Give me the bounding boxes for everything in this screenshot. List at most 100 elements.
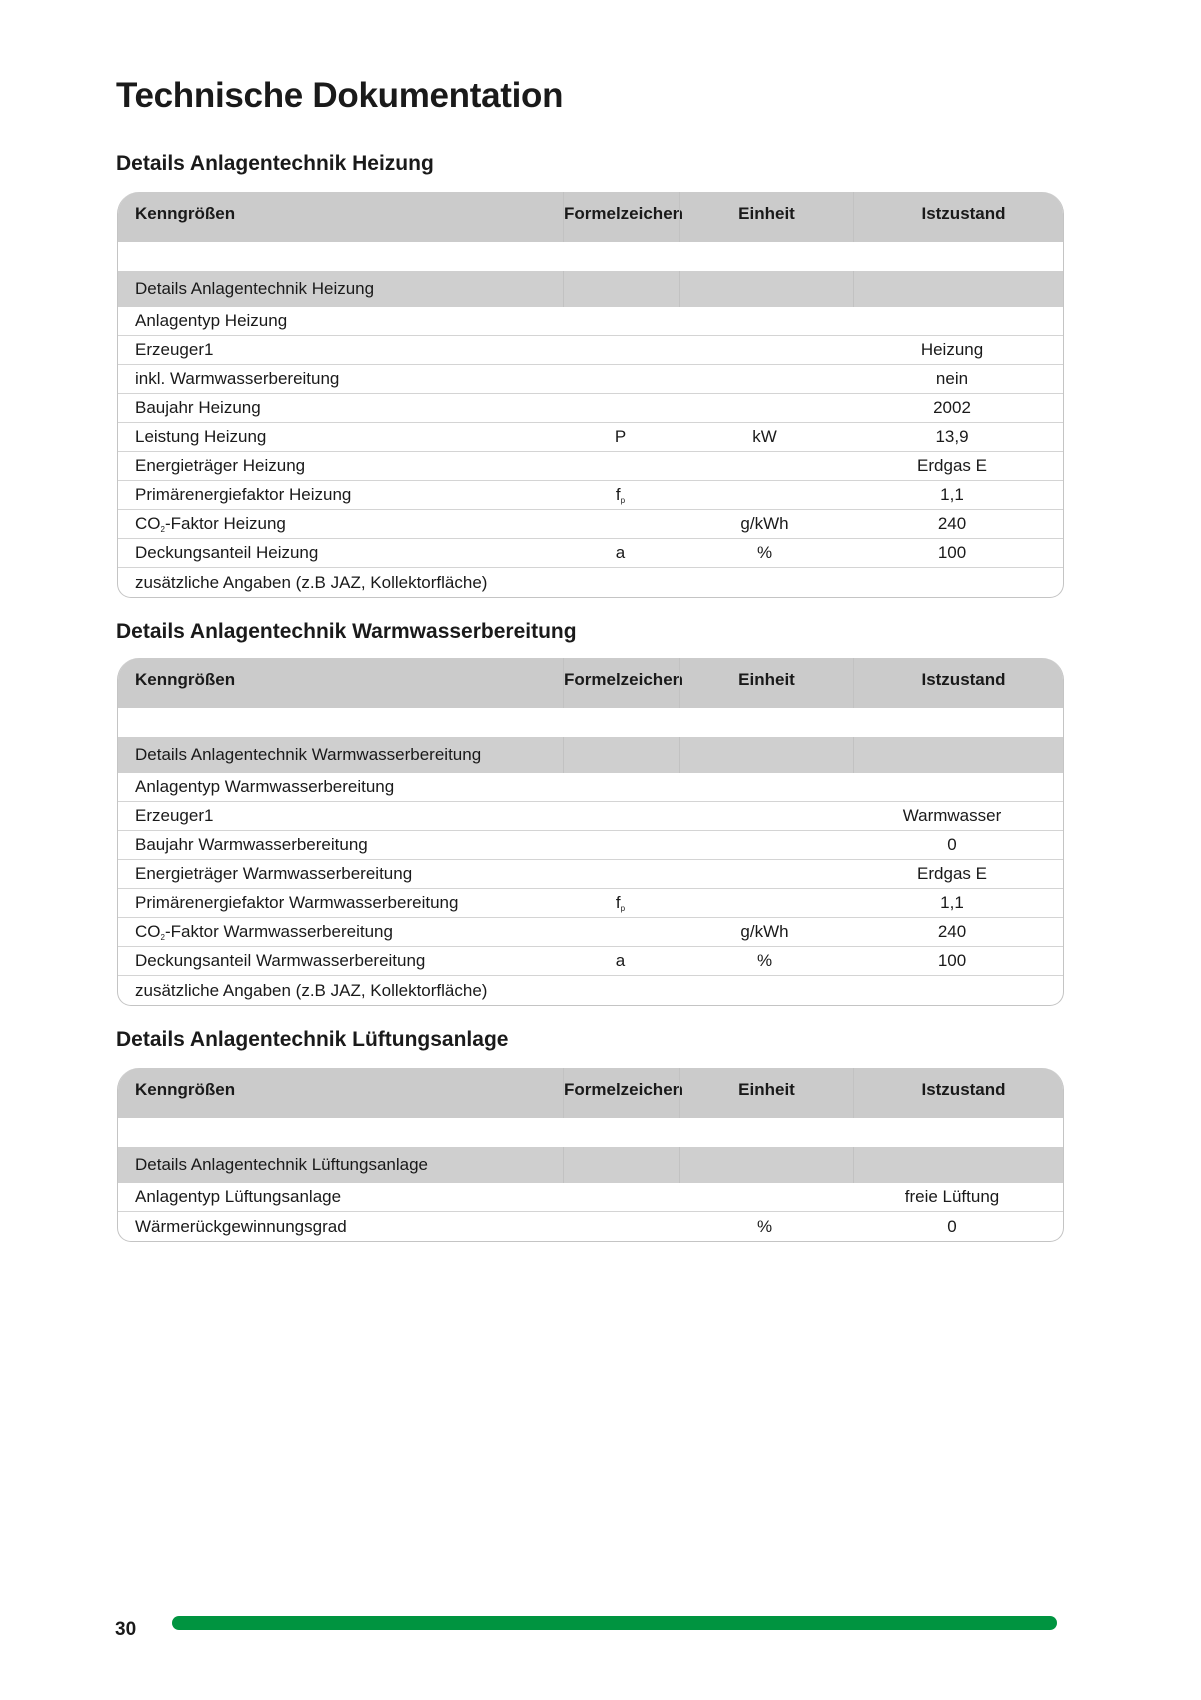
formula-symbol: f (615, 485, 621, 504)
table-row: Energieträger Warmwasserbereitung Erdgas … (118, 860, 1063, 889)
empty-cell (853, 1147, 1063, 1183)
table-row: zusätzliche Angaben (z.B JAZ, Kollektorf… (118, 568, 1063, 597)
parameter-cell: Baujahr Warmwasserbereitung (118, 835, 563, 855)
data-table: Kenngrößen Formelzeichen Einheit Istzustand… (117, 658, 1064, 1006)
column-header: Kenngrößen (135, 670, 236, 689)
table-row: Anlagentyp Warmwasserbereitung (118, 773, 1063, 802)
column-header: Einheit (679, 1068, 853, 1118)
parameter-cell: Deckungsanteil Warmwasserbereitung (118, 951, 563, 971)
table-row: Primärenergiefaktor Warmwasserbereitung f… (118, 889, 1063, 918)
label-prefix: CO (135, 514, 161, 533)
empty-cell (853, 737, 1063, 773)
value-cell: Erdgas E (917, 864, 987, 883)
value-cell: 240 (937, 514, 967, 533)
unit-cell: % (756, 543, 773, 562)
unit-cell: % (756, 1216, 773, 1236)
table-row: zusätzliche Angaben (z.B JAZ, Kollektorf… (118, 976, 1063, 1005)
parameter-cell: inkl. Warmwasserbereitung (118, 369, 563, 389)
table-row: CO2-Faktor Heizung g/kWh 240 (118, 510, 1063, 539)
label-subscript: 2 (160, 525, 165, 534)
unit-cell: g/kWh (740, 922, 789, 941)
data-table: Kenngrößen Formelzeichen Einheit Istzustand… (117, 1068, 1064, 1242)
column-header: Istzustand (853, 658, 1063, 708)
parameter-cell: Leistung Heizung (118, 427, 563, 447)
blank-row (118, 242, 1063, 271)
parameter-cell: CO2-Faktor Heizung (118, 514, 563, 534)
parameter-cell: Anlagentyp Warmwasserbereitung (118, 777, 563, 797)
parameter-cell: zusätzliche Angaben (z.B JAZ, Kollektorf… (118, 573, 563, 593)
label-subscript: 2 (160, 933, 165, 942)
parameter-cell: Erzeuger1 (118, 340, 563, 360)
value-cell: Warmwasser (902, 806, 1002, 825)
value-cell: Erdgas E (917, 456, 987, 475)
formula-cell: a (563, 951, 678, 971)
empty-cell (563, 271, 679, 307)
table-row: Anlagentyp Lüftungsanlage freie Lüftung (118, 1183, 1063, 1212)
parameter-label: Leistung Heizung (135, 427, 267, 446)
table-row: Baujahr Heizung 2002 (118, 394, 1063, 423)
unit-cell: % (756, 951, 773, 970)
page-title: Technische Dokumentation (116, 76, 564, 115)
table-section-row: Details Anlagentechnik Warmwasserbereitu… (118, 737, 1063, 773)
parameter-label: Deckungsanteil Heizung (135, 543, 319, 562)
section-label: Details Anlagentechnik Lüftungsanlage (135, 1155, 428, 1174)
parameter-cell: zusätzliche Angaben (z.B JAZ, Kollektorf… (118, 981, 563, 1001)
parameter-label: Erzeuger1 (135, 806, 214, 825)
column-header: Einheit (679, 192, 853, 242)
column-header: Istzustand (853, 1068, 1063, 1118)
section-heading: Details Anlagentechnik Warmwasserbereitu… (116, 620, 577, 643)
column-header: Istzustand (853, 192, 1063, 242)
parameter-label: Baujahr Heizung (135, 398, 261, 417)
formula-symbol: a (615, 543, 626, 562)
page-number: 30 (115, 1619, 137, 1640)
table-header-row: Kenngrößen Formelzeichen Einheit Istzustand (118, 192, 1063, 242)
parameter-cell: Energieträger Warmwasserbereitung (118, 864, 563, 884)
parameter-label: Anlagentyp Lüftungsanlage (135, 1187, 342, 1206)
formula-symbol: f (615, 893, 621, 912)
formula-symbol: a (615, 951, 626, 970)
table-row: inkl. Warmwasserbereitung nein (118, 365, 1063, 394)
value-cell: 100 (937, 543, 967, 562)
empty-cell (563, 737, 679, 773)
data-table: Kenngrößen Formelzeichen Einheit Istzustand… (117, 192, 1064, 598)
parameter-cell: Primärenergiefaktor Warmwasserbereitung (118, 893, 563, 913)
parameter-cell: CO2-Faktor Warmwasserbereitung (118, 922, 563, 942)
formula-subscript: p (620, 904, 626, 913)
parameter-label: Anlagentyp Warmwasserbereitung (135, 777, 395, 796)
table-header-row: Kenngrößen Formelzeichen Einheit Istzustand (118, 658, 1063, 708)
section-label: Details Anlagentechnik Heizung (135, 279, 375, 298)
parameter-cell: Primärenergiefaktor Heizung (118, 485, 563, 505)
parameter-cell: Energieträger Heizung (118, 456, 563, 476)
section-label: Details Anlagentechnik Warmwasserbereitu… (135, 745, 482, 764)
formula-cell: a (563, 543, 678, 563)
empty-cell (563, 1147, 679, 1183)
table-row: Erzeuger1 Warmwasser (118, 802, 1063, 831)
empty-cell (853, 271, 1063, 307)
column-header: Formelzeichen (563, 192, 683, 242)
empty-cell (679, 271, 853, 307)
empty-cell (679, 737, 853, 773)
value-cell: Heizung (920, 340, 984, 359)
value-cell: 0 (947, 835, 957, 854)
value-cell: 100 (937, 951, 967, 970)
parameter-label: zusätzliche Angaben (z.B JAZ, Kollektorf… (135, 980, 488, 1000)
parameter-label: inkl. Warmwasserbereitung (135, 369, 340, 388)
table-row: CO2-Faktor Warmwasserbereitung g/kWh 240 (118, 918, 1063, 947)
value-cell: 240 (937, 922, 967, 941)
column-header: Formelzeichen (563, 1068, 683, 1118)
parameter-cell: Baujahr Heizung (118, 398, 563, 418)
parameter-label: -Faktor Heizung (164, 514, 286, 533)
blank-row (118, 1118, 1063, 1147)
column-header: Kenngrößen (135, 1080, 236, 1099)
section-heading: Details Anlagentechnik Lüftungsanlage (116, 1028, 509, 1051)
parameter-label: zusätzliche Angaben (z.B JAZ, Kollektorf… (135, 572, 488, 592)
table-row: Energieträger Heizung Erdgas E (118, 452, 1063, 481)
table-row: Deckungsanteil Warmwasserbereitung a% 100 (118, 947, 1063, 976)
formula-cell: P (563, 427, 678, 447)
unit-cell: kW (752, 427, 777, 446)
parameter-label: Wärmerückgewinnungsgrad (135, 1216, 347, 1236)
parameter-cell: Wärmerückgewinnungsgrad (118, 1217, 563, 1237)
parameter-cell: Anlagentyp Heizung (118, 311, 563, 331)
parameter-label: Erzeuger1 (135, 340, 214, 359)
